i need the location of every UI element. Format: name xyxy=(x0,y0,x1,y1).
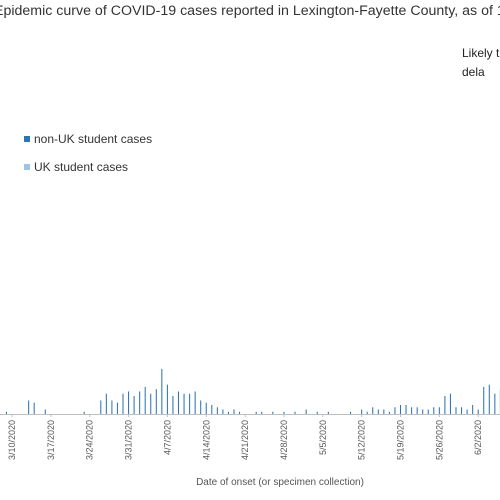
bar-non-uk-student xyxy=(422,409,424,414)
bar-non-uk-student xyxy=(494,393,496,414)
bar-non-uk-student xyxy=(128,391,130,414)
bar-non-uk-student xyxy=(377,409,379,414)
bar-non-uk-student xyxy=(233,409,235,414)
bar-non-uk-student xyxy=(100,400,102,414)
bar-non-uk-student xyxy=(388,411,390,414)
bar-non-uk-student xyxy=(399,404,402,414)
x-tick-label: 4/14/2020 xyxy=(201,420,211,460)
x-axis-title: Date of onset (or specimen collection) xyxy=(196,477,364,488)
bar-non-uk-student xyxy=(111,400,113,414)
x-tick-label: 4/28/2020 xyxy=(279,420,289,460)
bar-non-uk-student xyxy=(83,411,85,414)
bar-non-uk-student xyxy=(405,404,407,414)
x-tick-label: 6/2/2020 xyxy=(473,420,483,455)
bar-non-uk-student xyxy=(444,395,446,414)
x-tick-label: 3/31/2020 xyxy=(124,420,134,460)
bar-non-uk-student xyxy=(239,411,241,414)
x-tick-label: 4/21/2020 xyxy=(240,420,250,460)
bar-non-uk-student xyxy=(283,411,285,414)
chart-annotation: Likely t dela xyxy=(462,46,500,79)
bar-non-uk-student xyxy=(383,409,385,414)
x-tick-label: 5/19/2020 xyxy=(396,420,406,460)
bar-non-uk-student xyxy=(261,411,263,414)
legend-label-non-uk: non-UK student cases xyxy=(34,132,153,146)
bar-non-uk-student xyxy=(166,384,168,414)
bar-non-uk-student xyxy=(350,411,352,414)
bar-non-uk-student xyxy=(205,402,207,414)
bar-non-uk-student xyxy=(144,386,146,414)
bar-non-uk-student xyxy=(455,407,457,414)
bar-non-uk-student xyxy=(255,411,257,414)
bar-non-uk-student xyxy=(449,393,451,414)
bar-non-uk-student xyxy=(172,395,174,414)
bar-non-uk-student xyxy=(272,411,274,414)
bar-non-uk-student xyxy=(44,409,46,414)
legend-swatch-non-uk xyxy=(24,136,30,142)
legend-item-uk: UK student cases xyxy=(24,160,128,174)
bar-non-uk-student xyxy=(222,409,224,414)
bar-non-uk-student xyxy=(472,404,474,414)
x-tick-label: 5/5/2020 xyxy=(318,420,328,455)
bar-non-uk-student xyxy=(411,407,413,414)
bar-non-uk-student xyxy=(305,409,307,414)
bar-non-uk-student xyxy=(150,393,152,414)
legend-label-uk: UK student cases xyxy=(34,160,129,174)
bar-non-uk-student xyxy=(183,393,185,414)
legend-item-non-uk: non-UK student cases xyxy=(24,132,152,146)
x-tick-label: 3/10/2020 xyxy=(7,420,17,460)
bar-non-uk-student xyxy=(28,400,30,414)
bar-non-uk-student xyxy=(477,409,479,414)
bar-non-uk-student xyxy=(483,386,485,414)
bar-non-uk-student xyxy=(366,411,368,414)
bar-non-uk-student xyxy=(116,402,118,414)
bar-non-uk-student xyxy=(200,400,202,414)
x-tick-label: 3/24/2020 xyxy=(85,420,95,460)
bar-non-uk-student xyxy=(155,389,157,414)
bar-non-uk-student xyxy=(161,368,163,414)
bar-non-uk-student xyxy=(394,407,396,414)
bar-non-uk-student xyxy=(139,391,141,414)
bar-non-uk-student xyxy=(194,391,196,414)
bar-non-uk-student xyxy=(177,391,180,414)
bar-non-uk-student xyxy=(433,407,435,414)
bar-non-uk-student xyxy=(327,411,329,414)
x-tick-label: 5/26/2020 xyxy=(434,420,444,460)
bar-non-uk-student xyxy=(33,402,35,414)
x-tick-label: 5/12/2020 xyxy=(357,420,367,460)
legend-swatch-uk xyxy=(24,164,30,170)
bar-non-uk-student xyxy=(105,393,107,414)
bar-non-uk-student xyxy=(227,411,229,414)
bar-non-uk-student xyxy=(189,393,191,414)
x-tick-label: 3/17/2020 xyxy=(46,420,56,460)
bar-non-uk-student xyxy=(5,411,7,414)
bar-non-uk-student xyxy=(216,407,218,414)
bar-non-uk-student xyxy=(133,395,135,414)
bar-non-uk-student xyxy=(466,409,468,414)
bar-non-uk-student xyxy=(361,409,363,414)
bar-non-uk-student xyxy=(438,407,440,414)
bar-non-uk-student xyxy=(416,407,418,414)
bar-non-uk-student xyxy=(427,409,429,414)
bar-non-uk-student xyxy=(372,407,374,414)
bar-non-uk-student xyxy=(211,404,213,414)
bar-non-uk-student xyxy=(488,384,490,414)
chart-title: Epidemic curve of COVID-19 cases reporte… xyxy=(0,3,500,19)
bar-non-uk-student xyxy=(122,393,124,414)
bar-non-uk-student xyxy=(316,411,318,414)
bar-non-uk-student xyxy=(461,407,463,414)
bar-non-uk-student xyxy=(294,411,296,414)
x-tick-label: 4/7/2020 xyxy=(162,420,172,455)
